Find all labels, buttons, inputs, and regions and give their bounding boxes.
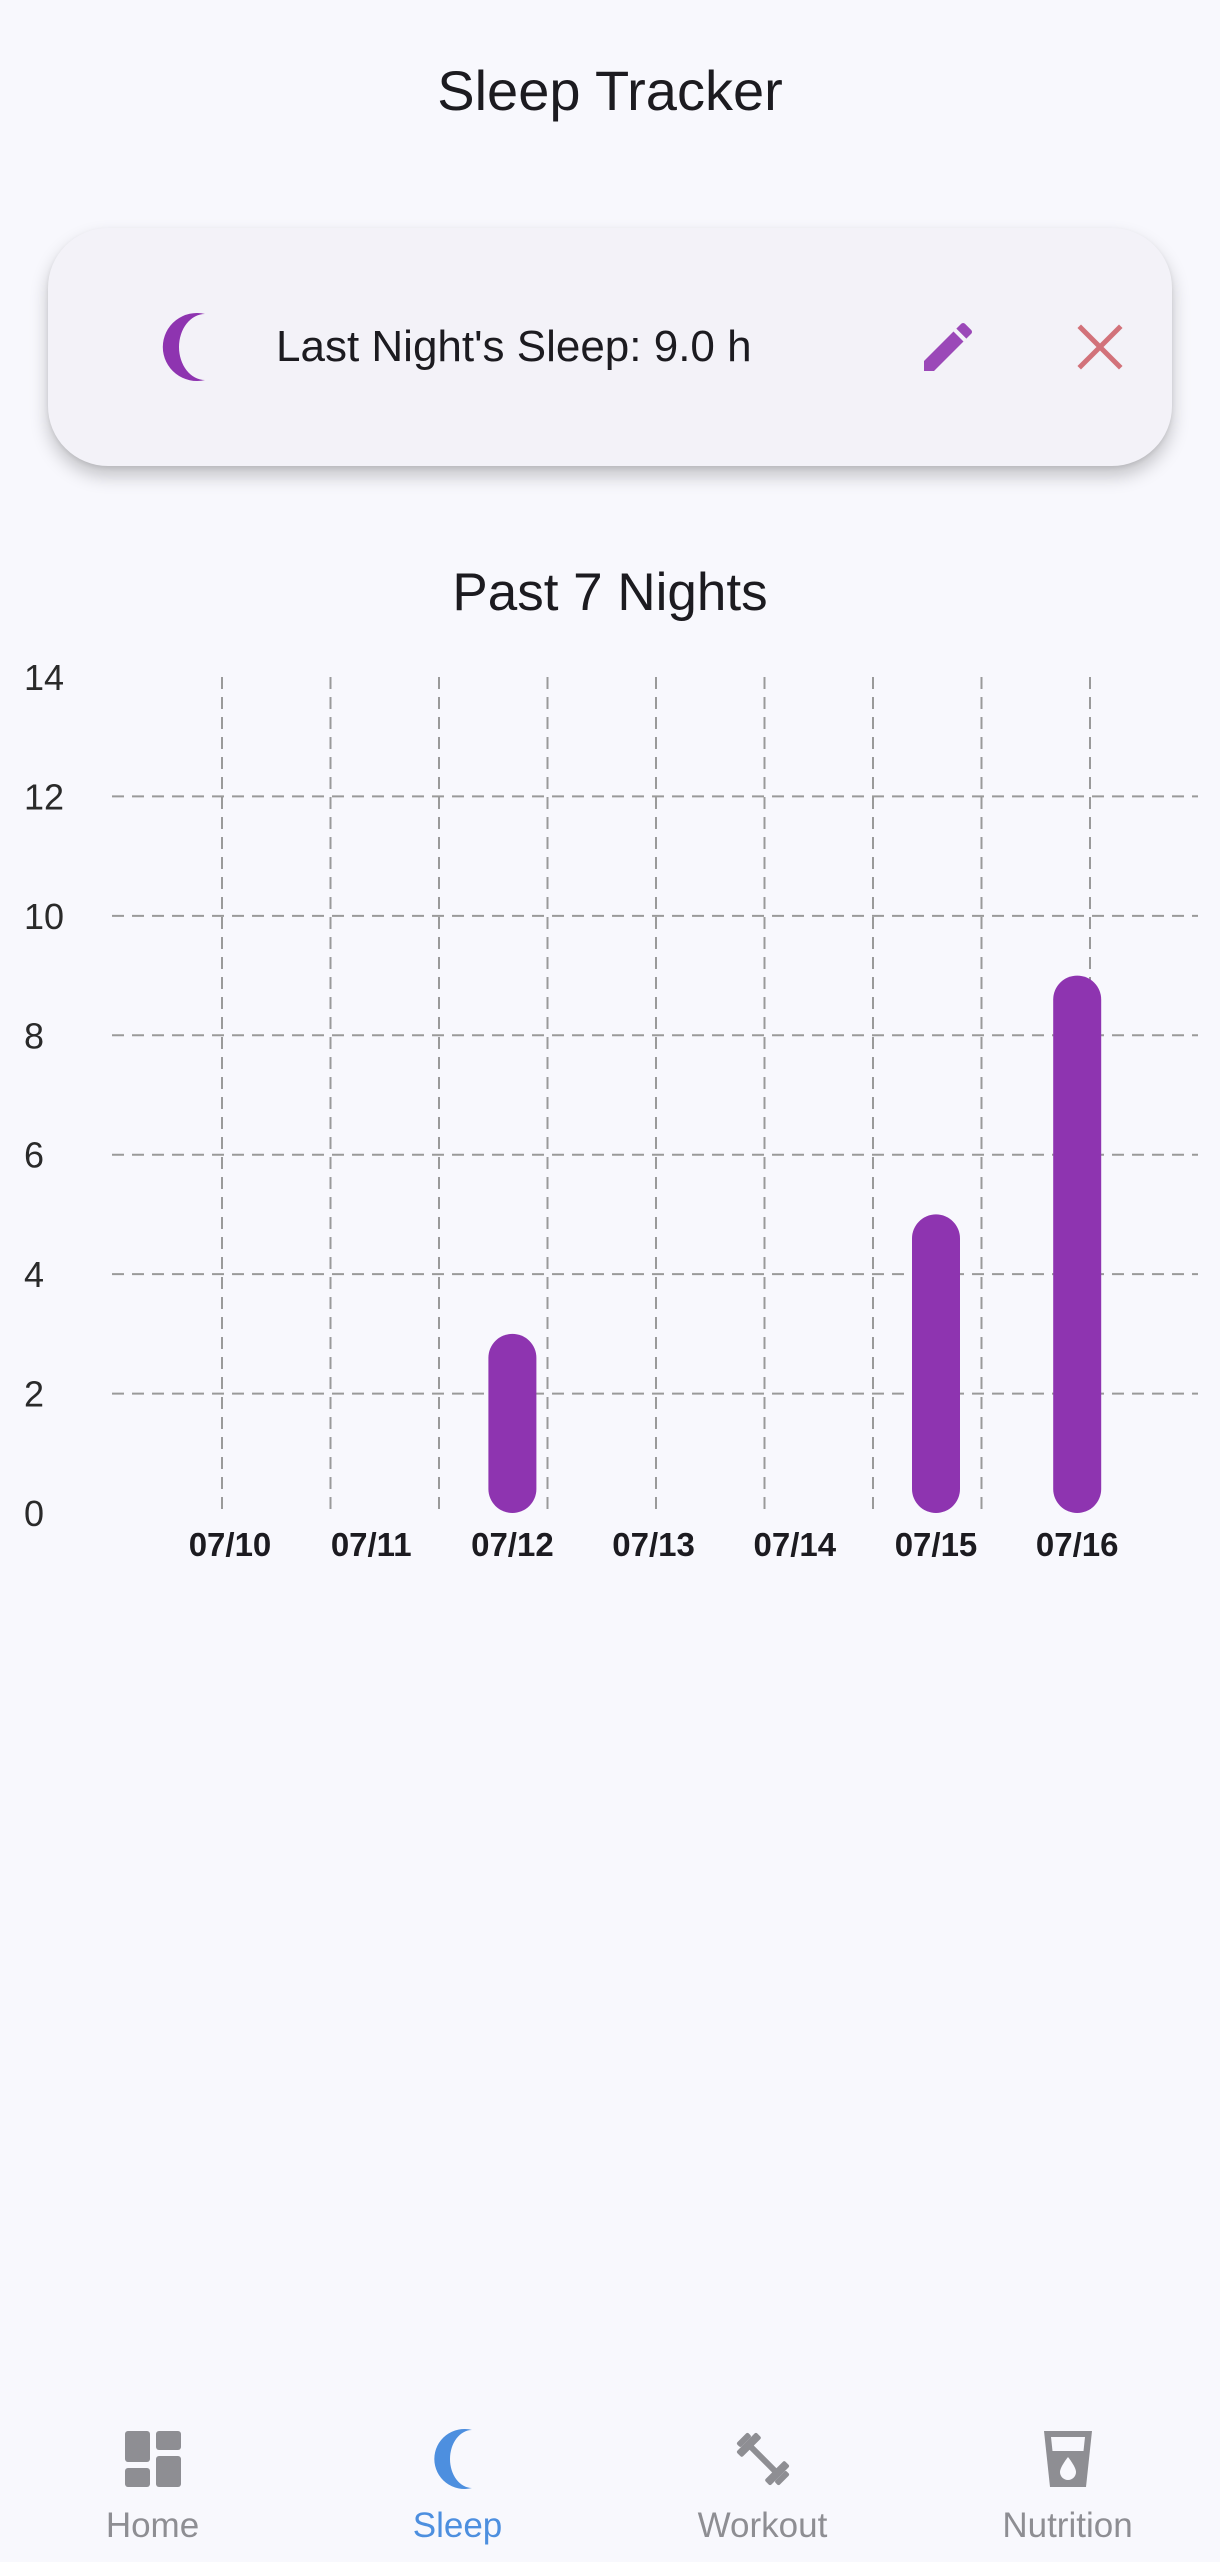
x-tick-label: 07/11 [331,1526,412,1563]
sleep-bar-chart: 0 2 4 6 8 10 12 14 07/10 07/11 07/12 07/13 07/14 07/1… [24,657,1198,1563]
x-tick-label: 07/10 [189,1526,272,1563]
nav-item-nutrition[interactable]: Nutrition [915,2400,1220,2562]
y-tick-label: 6 [24,1135,44,1176]
sleep-label: Last Night's Sleep: [276,322,642,371]
nav-label-nutrition: Nutrition [1002,2506,1133,2545]
x-tick-label: 07/12 [471,1526,554,1563]
x-tick-label: 07/16 [1036,1526,1119,1563]
chart-title: Past 7 Nights [452,563,768,622]
nav-item-home[interactable]: Home [0,2400,305,2562]
pencil-icon [924,322,973,371]
nav-item-workout[interactable]: Workout [610,2400,915,2562]
y-tick-label: 8 [24,1015,44,1056]
nav-label-sleep: Sleep [412,2506,503,2545]
bar-07-16 [1053,975,1102,1513]
close-icon [1077,324,1123,370]
bottom-navigation: Home Sleep Workout [0,2400,1220,2562]
page-title: Sleep Tracker [437,59,783,122]
dashboard-icon [125,2431,181,2487]
glass-water-icon [1044,2431,1092,2487]
nav-item-sleep[interactable]: Sleep [305,2400,610,2562]
edit-button[interactable] [908,307,988,387]
x-tick-label: 07/14 [754,1526,837,1563]
last-night-sleep-card: Last Night's Sleep: 9.0 h [48,228,1172,466]
nav-label-home: Home [105,2506,200,2545]
moon-icon [434,2429,472,2489]
y-tick-label: 10 [24,896,64,937]
y-tick-label: 0 [24,1493,44,1534]
last-night-sleep-text: Last Night's Sleep: 9.0 h [276,228,752,466]
moon-icon [162,313,205,381]
dumbbell-icon [736,2432,790,2486]
sleep-value: 9.0 h [653,322,752,371]
bar-07-15 [912,1214,960,1513]
delete-button[interactable] [1060,307,1140,387]
y-tick-label: 14 [24,657,64,698]
x-tick-label: 07/15 [895,1526,978,1563]
y-tick-label: 4 [24,1254,44,1295]
y-tick-label: 2 [24,1374,44,1415]
y-tick-label: 12 [24,776,64,817]
x-tick-label: 07/13 [612,1526,695,1563]
bar-07-12 [488,1333,537,1513]
nav-label-workout: Workout [697,2506,828,2545]
